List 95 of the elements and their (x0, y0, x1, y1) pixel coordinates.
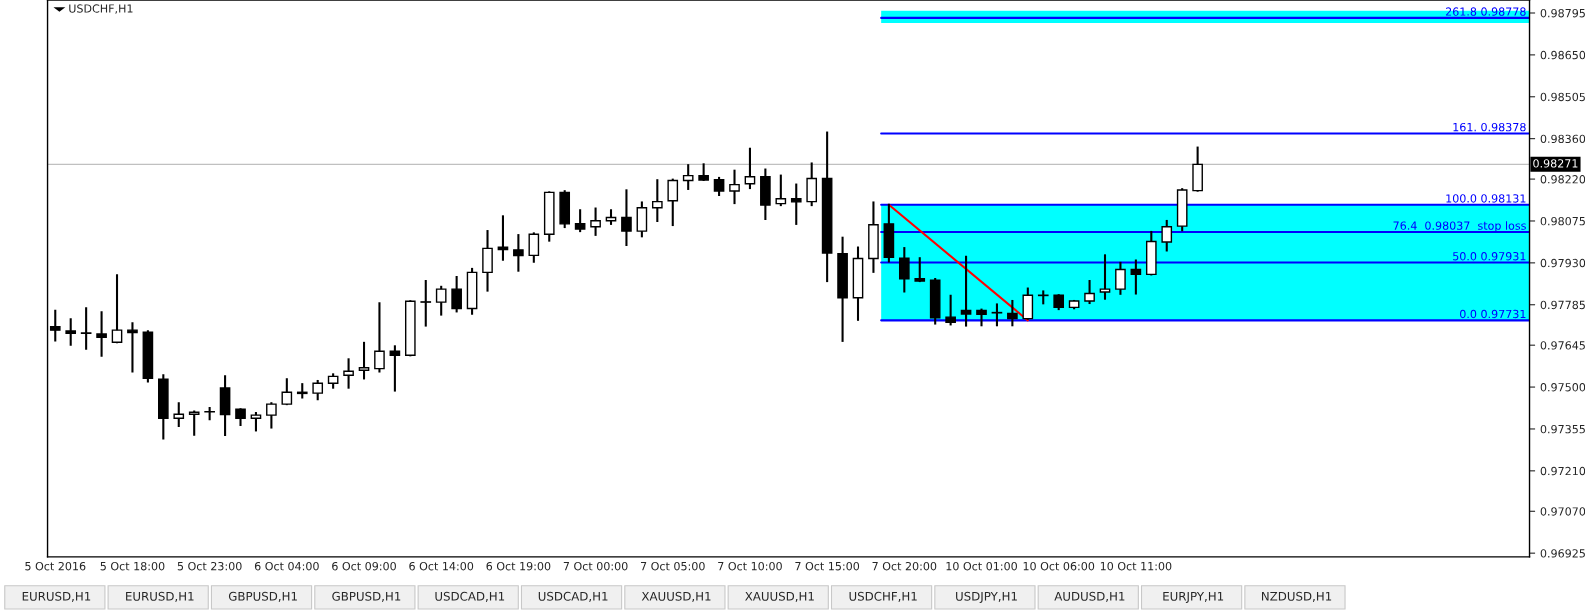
ref-line-label: 161. 0.98378 (1453, 122, 1526, 132)
x-tick-label: 5 Oct 18:00 (100, 561, 165, 571)
candlestick (528, 232, 540, 263)
y-tick-label: 0.98220 (1540, 175, 1585, 184)
candlestick (482, 230, 493, 292)
text: GBPUSD,H1 (228, 591, 297, 602)
y-tick-label: 0.97210 (1540, 466, 1585, 476)
candlestick (513, 234, 524, 272)
y-tick-label: 0.97930 (1540, 258, 1585, 268)
y-tick-label: 0.98795 (1540, 8, 1585, 18)
y-tick-label: 0.97355 (1540, 424, 1585, 434)
x-tick-label: 6 Oct 09:00 (332, 561, 396, 571)
candlestick (281, 378, 293, 406)
candlestick (80, 307, 92, 350)
x-tick-label: 7 Oct 20:00 (872, 561, 937, 571)
candlestick (1084, 280, 1095, 305)
text: XAUUSD,H1 (745, 591, 814, 602)
x-tick-label: 6 Oct 04:00 (254, 561, 319, 571)
candlestick (374, 302, 385, 373)
candlestick (420, 280, 432, 327)
candlestick (188, 410, 200, 436)
text: EURUSD,H1 (22, 591, 91, 602)
candlestick (960, 255, 972, 327)
ref-line-label: 76.4 0.98037 stop loss (1393, 221, 1526, 232)
candlestick (1115, 261, 1126, 295)
y-tick-label: 0.98360 (1540, 134, 1585, 144)
text: EURJPY,H1 (1163, 591, 1224, 603)
y-tick-label: 0.97070 (1540, 507, 1585, 516)
x-tick-label: 10 Oct 01:00 (946, 561, 1017, 571)
text: NZDUSD,H1 (1262, 591, 1332, 602)
x-tick-label: 5 Oct 23:00 (177, 561, 242, 571)
candlestick (343, 358, 354, 389)
candlestick (451, 275, 462, 313)
text: EURUSD,H1 (126, 591, 194, 602)
candlestick (96, 311, 107, 357)
candlestick (111, 274, 123, 344)
x-tick-label: 7 Oct 00:00 (563, 561, 628, 571)
candlestick (590, 207, 601, 236)
candlestick (435, 285, 447, 316)
candlestick (1161, 219, 1173, 252)
candlestick (1099, 254, 1111, 300)
candlestick (173, 402, 185, 428)
candlestick (744, 147, 756, 190)
text: USDCAD,H1 (538, 591, 608, 602)
candlestick (127, 322, 138, 373)
y-tick-label: 0.98075 (1540, 216, 1585, 226)
y-tick-label: 0.98650 (1540, 50, 1585, 60)
candlestick (976, 308, 987, 327)
candlestick (729, 169, 740, 205)
x-tick-label: 7 Oct 05:00 (640, 561, 705, 571)
candlestick (682, 164, 694, 190)
y-tick-label: 0.97645 (1540, 341, 1585, 350)
candlestick (806, 162, 818, 207)
ref-line-label: 0.0 0.97731 (1460, 309, 1526, 319)
y-tick-label: 0.97785 (1540, 300, 1585, 310)
candlestick (898, 247, 910, 293)
candlestick (636, 201, 648, 238)
chart-title: USDCHF,H1 (69, 4, 133, 14)
text: GBPUSD,H1 (332, 591, 401, 602)
candlestick (574, 209, 586, 233)
candlestick (266, 402, 277, 429)
candlestick (991, 303, 1003, 327)
text: USDCHF,H1 (849, 591, 917, 602)
candlestick (49, 309, 61, 342)
candlestick (358, 341, 370, 380)
text: USDCAD,H1 (435, 591, 505, 602)
candlestick (1007, 299, 1018, 327)
ref-line-label: 50.0 0.97931 (1453, 252, 1526, 261)
text: AUDUSD,H1 (1054, 591, 1125, 602)
ref-line-label: 100.0 0.98131 (1446, 194, 1526, 203)
ref-line-label: 0.98271 (1533, 159, 1578, 168)
x-tick-label: 7 Oct 10:00 (718, 561, 782, 571)
candlestick (1022, 287, 1034, 320)
candlestick (945, 294, 956, 326)
x-tick-label: 10 Oct 11:00 (1100, 561, 1172, 571)
candlestick (312, 379, 324, 401)
y-tick-label: 0.97500 (1540, 383, 1585, 392)
candlestick (914, 257, 926, 283)
candlestick (65, 318, 77, 346)
candlestick (1130, 259, 1142, 295)
y-tick-label: 0.96925 (1540, 549, 1585, 558)
candlestick (204, 407, 215, 421)
text: XAUUSD,H1 (641, 591, 711, 602)
candlestick (621, 189, 632, 246)
candlestick (775, 174, 787, 207)
x-tick-label: 6 Oct 19:00 (486, 561, 551, 571)
candlestick (651, 179, 663, 223)
x-tick-label: 7 Oct 15:00 (795, 561, 860, 571)
x-tick-label: 5 Oct 2016 (25, 561, 86, 571)
text: USDJPY,H1 (956, 591, 1017, 603)
x-tick-label: 10 Oct 06:00 (1023, 561, 1095, 571)
candlestick (790, 183, 802, 225)
candlestick (667, 178, 679, 227)
x-tick-label: 6 Oct 14:00 (409, 561, 474, 571)
y-tick-label: 0.98505 (1540, 92, 1585, 102)
